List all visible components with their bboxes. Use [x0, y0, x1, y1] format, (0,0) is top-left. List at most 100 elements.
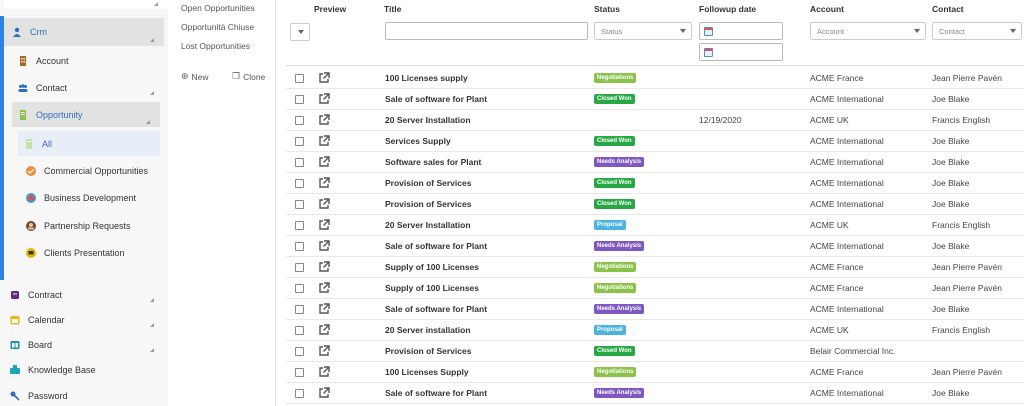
- row-checkbox[interactable]: [295, 95, 304, 104]
- table-row[interactable]: 100 Licenses Supply Negotiations ACME Fran…: [286, 362, 1024, 383]
- calendar-icon[interactable]: [704, 48, 713, 57]
- table-row[interactable]: Supply of 100 Licenses Negotiations ACME F…: [286, 278, 1024, 299]
- external-link-icon[interactable]: [318, 114, 330, 126]
- column-header-followup[interactable]: Followup date: [699, 4, 757, 14]
- expand-triangle-icon[interactable]: [150, 323, 154, 327]
- sidebar-item-calendar[interactable]: Calendar: [4, 313, 164, 327]
- table-row[interactable]: Sale of software for Plant Closed Won ACME…: [286, 89, 1024, 110]
- external-link-icon[interactable]: [318, 324, 330, 336]
- external-link-icon[interactable]: [318, 198, 330, 210]
- row-checkbox[interactable]: [295, 389, 304, 398]
- sidebar-item-account[interactable]: Account: [4, 54, 164, 68]
- table-row[interactable]: Sale of software for Plant Needs Analysis…: [286, 299, 1024, 320]
- expand-triangle-icon[interactable]: [150, 91, 154, 95]
- sidebar-item-contract[interactable]: Contract: [4, 288, 164, 302]
- column-header-status[interactable]: Status: [594, 4, 620, 14]
- sidebar-item-password[interactable]: Password: [4, 389, 164, 403]
- row-title[interactable]: Sale of software for Plant: [385, 241, 488, 251]
- bulk-actions-dropdown[interactable]: [290, 23, 310, 41]
- clone-button[interactable]: ❐ Clone: [232, 71, 265, 82]
- sidebar-item-knowledge-base[interactable]: Knowledge Base: [4, 363, 164, 377]
- row-title[interactable]: Provision of Services: [385, 346, 472, 356]
- new-button[interactable]: ⊕ New: [181, 71, 209, 82]
- row-checkbox[interactable]: [295, 116, 304, 125]
- row-checkbox[interactable]: [295, 242, 304, 251]
- row-title[interactable]: Sale of software for Plant: [385, 304, 488, 314]
- expand-triangle-icon[interactable]: [150, 38, 154, 42]
- external-link-icon[interactable]: [318, 366, 330, 378]
- external-link-icon[interactable]: [318, 240, 330, 252]
- sidebar-item-crm[interactable]: Crm: [4, 18, 164, 46]
- column-header-title[interactable]: Title: [384, 4, 402, 14]
- view-link-closed-opportunities[interactable]: Opportunità Chiuse: [181, 22, 255, 32]
- sidebar-item-board[interactable]: Board: [4, 338, 164, 352]
- external-link-icon[interactable]: [318, 303, 330, 315]
- column-header-account[interactable]: Account: [810, 4, 844, 14]
- sidebar-item-business-development[interactable]: Business Development: [4, 191, 164, 205]
- column-header-preview[interactable]: Preview: [314, 4, 347, 14]
- row-checkbox[interactable]: [295, 284, 304, 293]
- external-link-icon[interactable]: [318, 387, 330, 399]
- sidebar-item-partnership-requests[interactable]: Partnership Requests: [4, 219, 164, 233]
- external-link-icon[interactable]: [318, 93, 330, 105]
- sidebar-item-opportunity[interactable]: Opportunity: [12, 102, 160, 127]
- external-link-icon[interactable]: [318, 219, 330, 231]
- row-checkbox[interactable]: [295, 200, 304, 209]
- table-row[interactable]: 100 Licenses supply Negotiations ACME Fran…: [286, 68, 1024, 89]
- title-filter-input[interactable]: [385, 22, 588, 40]
- external-link-icon[interactable]: [318, 261, 330, 273]
- sidebar-item-clients-presentation[interactable]: Clients Presentation: [4, 246, 164, 260]
- row-title[interactable]: Software sales for Plant: [385, 157, 482, 167]
- row-title[interactable]: Sale of software for Plant: [385, 94, 488, 104]
- table-row[interactable]: Services Supply Closed Won ACME Internatio…: [286, 131, 1024, 152]
- row-title[interactable]: Supply of 100 Licenses: [385, 262, 480, 272]
- row-title[interactable]: Services Supply: [385, 136, 451, 146]
- row-title[interactable]: Sale of software for Plant: [385, 388, 488, 398]
- row-checkbox[interactable]: [295, 263, 304, 272]
- table-row[interactable]: Supply of 100 Licenses Negotiations ACME F…: [286, 257, 1024, 278]
- row-checkbox[interactable]: [295, 179, 304, 188]
- expand-triangle-icon[interactable]: [150, 348, 154, 352]
- status-filter-select[interactable]: Status: [594, 22, 692, 40]
- expand-triangle-icon[interactable]: [150, 298, 154, 302]
- calendar-icon[interactable]: [704, 27, 713, 36]
- sidebar-item-commercial-opportunities[interactable]: Commercial Opportunities: [4, 164, 164, 178]
- column-header-contact[interactable]: Contact: [932, 4, 964, 14]
- row-title[interactable]: 100 Licenses supply: [385, 73, 468, 83]
- external-link-icon[interactable]: [318, 135, 330, 147]
- table-row[interactable]: Provision of Services Closed Won ACME Inte…: [286, 173, 1024, 194]
- row-checkbox[interactable]: [295, 368, 304, 377]
- row-title[interactable]: 20 Server Installation: [385, 220, 471, 230]
- account-filter-select[interactable]: Account: [810, 22, 926, 40]
- table-row[interactable]: 20 Server Installation 12/19/2020 ACME UK F…: [286, 110, 1024, 131]
- external-link-icon[interactable]: [318, 156, 330, 168]
- table-row[interactable]: Provision of Services Closed Won Belair Co…: [286, 341, 1024, 362]
- row-checkbox[interactable]: [295, 74, 304, 83]
- expand-triangle-icon[interactable]: [154, 2, 158, 6]
- row-checkbox[interactable]: [295, 347, 304, 356]
- external-link-icon[interactable]: [318, 72, 330, 84]
- row-title[interactable]: 20 Server Installation: [385, 115, 471, 125]
- row-checkbox[interactable]: [295, 326, 304, 335]
- row-title[interactable]: Provision of Services: [385, 199, 472, 209]
- row-checkbox[interactable]: [295, 305, 304, 314]
- external-link-icon[interactable]: [318, 345, 330, 357]
- view-link-open-opportunities[interactable]: Open Opportunities: [181, 3, 255, 13]
- view-link-lost-opportunities[interactable]: Lost Opportunities: [181, 41, 250, 51]
- contact-filter-select[interactable]: Contact: [932, 22, 1022, 40]
- row-checkbox[interactable]: [295, 137, 304, 146]
- table-row[interactable]: 20 Server Installation Proposal ACME UK Fra…: [286, 215, 1024, 236]
- table-row[interactable]: Software sales for Plant Needs Analysis AC…: [286, 152, 1024, 173]
- sidebar-item-all[interactable]: All: [18, 131, 160, 156]
- external-link-icon[interactable]: [318, 282, 330, 294]
- row-checkbox[interactable]: [295, 221, 304, 230]
- table-row[interactable]: Provision of Services Closed Won ACME Inte…: [286, 194, 1024, 215]
- row-title[interactable]: Supply of 100 Licenses: [385, 283, 480, 293]
- row-title[interactable]: 20 Server installation: [385, 325, 471, 335]
- row-title[interactable]: 100 Licenses Supply: [385, 367, 469, 377]
- table-row[interactable]: Sale of software for Plant Needs Analysis…: [286, 383, 1024, 404]
- row-checkbox[interactable]: [295, 158, 304, 167]
- expand-triangle-icon[interactable]: [146, 120, 150, 124]
- external-link-icon[interactable]: [318, 177, 330, 189]
- followup-to-input[interactable]: [699, 43, 783, 61]
